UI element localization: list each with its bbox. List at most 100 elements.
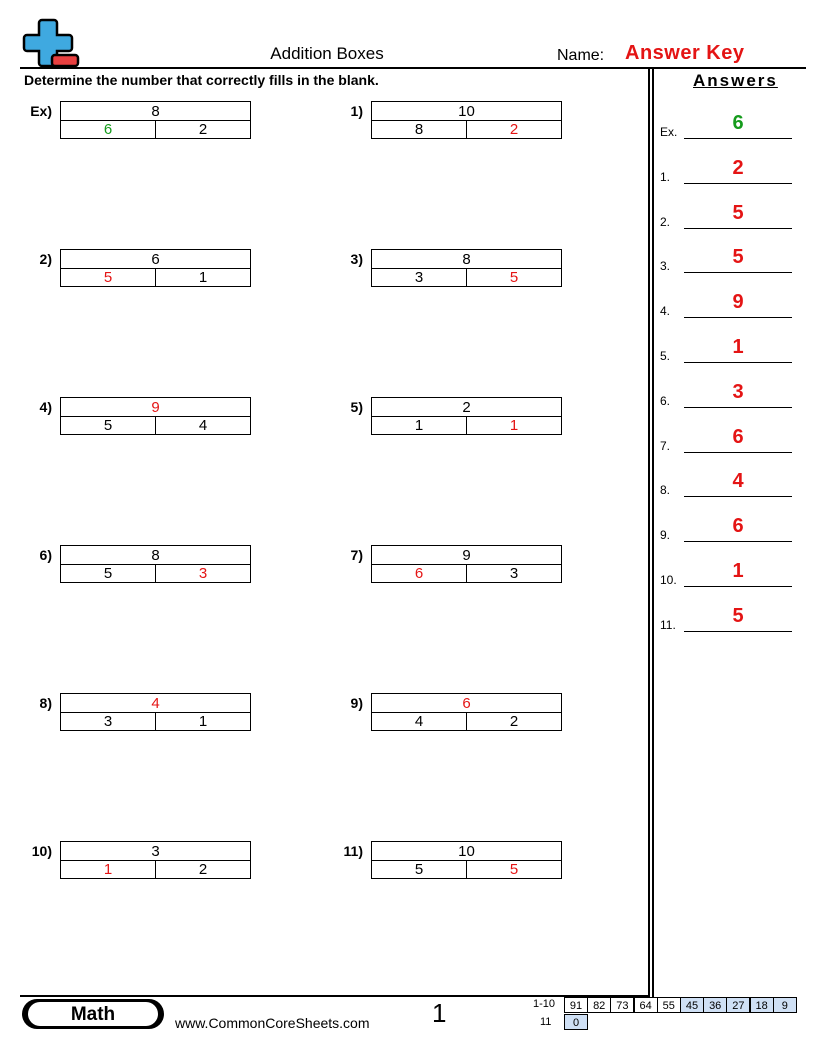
answer-line	[684, 451, 792, 453]
answer-line	[684, 586, 792, 587]
box-right-addend-cell: 5	[509, 861, 519, 878]
box-left-addend-cell: 5	[61, 417, 156, 434]
page-number: 1	[432, 998, 447, 1028]
problem-number: 6)	[39, 547, 52, 563]
box-sum-cell: 2	[372, 398, 561, 417]
answer-row: 3. 5	[660, 246, 792, 274]
problem-number: 2)	[39, 251, 52, 267]
box-sum-cell: 8	[372, 250, 561, 269]
score-cell: 64	[633, 997, 658, 1013]
score-cell: 82	[587, 997, 612, 1013]
answer-label: 5.	[660, 349, 671, 363]
answer-line	[684, 362, 792, 363]
problem-number: Ex)	[30, 103, 52, 119]
answer-label: 3.	[660, 259, 671, 274]
box-right-addend-cell: 2	[509, 713, 519, 730]
answer-row: 11. 5	[660, 605, 792, 632]
box-sum-cell: 9	[372, 546, 561, 565]
box-left-addend-cell: 5	[61, 269, 156, 286]
answer-value: 5	[732, 201, 744, 224]
box-right-addend-cell: 3	[198, 565, 208, 582]
header-divider	[20, 67, 806, 69]
example-problem: Ex) 8 6 2	[24, 101, 284, 141]
answer-value: 5	[732, 246, 744, 269]
answer-label: 6.	[660, 393, 671, 408]
answer-value: 9	[732, 291, 744, 314]
box-right-addend-cell: 4	[198, 417, 208, 434]
answer-row: 5. 1	[660, 336, 792, 363]
answer-value: 4	[732, 470, 744, 493]
answer-value: 6	[732, 112, 744, 134]
score-row-label: 11	[540, 1016, 552, 1028]
problem-2: 2) 6 5 1	[24, 249, 284, 289]
website-link[interactable]: www.CommonCoreSheets.com	[175, 1015, 370, 1031]
problem-11: 11) 10 5 5	[335, 841, 595, 881]
addition-box: 10 8 2	[371, 101, 562, 139]
answer-row: 1. 2	[660, 157, 792, 184]
score-cell: 91	[564, 997, 588, 1013]
box-sum-cell: 10	[372, 842, 561, 861]
problem-9: 9) 6 4 2	[335, 693, 595, 733]
problem-8: 8) 4 3 1	[24, 693, 284, 733]
answer-line	[684, 227, 792, 229]
answer-row: 9. 6	[660, 515, 792, 543]
problem-number: 11)	[343, 843, 363, 859]
problem-10: 10) 3 1 2	[24, 841, 284, 881]
answer-key-label: Answer Key	[625, 42, 745, 64]
answer-line	[684, 406, 792, 408]
answer-value: 3	[732, 380, 744, 403]
answer-row: 4. 9	[660, 291, 792, 319]
worksheet-title: Addition Boxes	[270, 44, 384, 63]
problem-7: 7) 9 6 3	[335, 545, 595, 585]
answer-label: 10.	[660, 573, 677, 587]
box-sum-cell: 9	[61, 398, 250, 417]
answer-row: 2. 5	[660, 202, 792, 229]
answer-line	[684, 138, 792, 139]
answer-row: 8. 4	[660, 470, 792, 498]
score-cell: 9	[772, 997, 797, 1013]
problem-4: 4) 9 5 4	[24, 397, 284, 437]
box-right-addend-cell: 2	[198, 121, 208, 138]
box-sum-cell: 6	[372, 694, 561, 713]
problem-1: 1) 10 8 2	[335, 101, 595, 141]
score-cell: 55	[656, 997, 681, 1013]
problem-3: 3) 8 3 5	[335, 249, 595, 289]
name-label: Name:	[557, 47, 605, 64]
addition-box: 10 5 5	[371, 841, 562, 879]
box-right-addend-cell: 5	[509, 269, 519, 286]
box-right-addend-cell: 3	[509, 565, 519, 582]
answer-label: 4.	[660, 304, 671, 319]
answer-label: 2.	[660, 214, 671, 229]
answer-line	[684, 272, 792, 274]
answer-line	[684, 182, 792, 184]
score-cell: 36	[703, 997, 728, 1013]
box-sum-cell: 3	[61, 842, 250, 861]
box-right-addend-cell: 1	[509, 417, 519, 434]
problem-number: 3)	[350, 251, 363, 267]
answers-column-divider	[652, 67, 654, 997]
problem-number: 8)	[39, 695, 52, 711]
box-sum-cell: 8	[61, 546, 250, 565]
problem-number: 5)	[350, 399, 363, 415]
box-left-addend-cell: 4	[372, 713, 467, 730]
answer-value: 5	[732, 604, 744, 627]
problem-number: 9)	[350, 695, 363, 711]
answer-row: Ex. 6	[660, 112, 792, 139]
box-right-addend-cell: 1	[198, 269, 208, 286]
box-sum-cell: 4	[61, 694, 250, 713]
answer-row: 10. 1	[660, 560, 792, 587]
answers-column-divider	[648, 67, 650, 997]
box-right-addend-cell: 1	[198, 713, 208, 730]
box-left-addend-cell: 6	[372, 565, 467, 582]
answer-value: 2	[732, 156, 744, 179]
answer-value: 1	[732, 336, 744, 358]
box-sum-cell: 8	[61, 102, 250, 121]
answers-heading: Answers	[693, 71, 778, 90]
